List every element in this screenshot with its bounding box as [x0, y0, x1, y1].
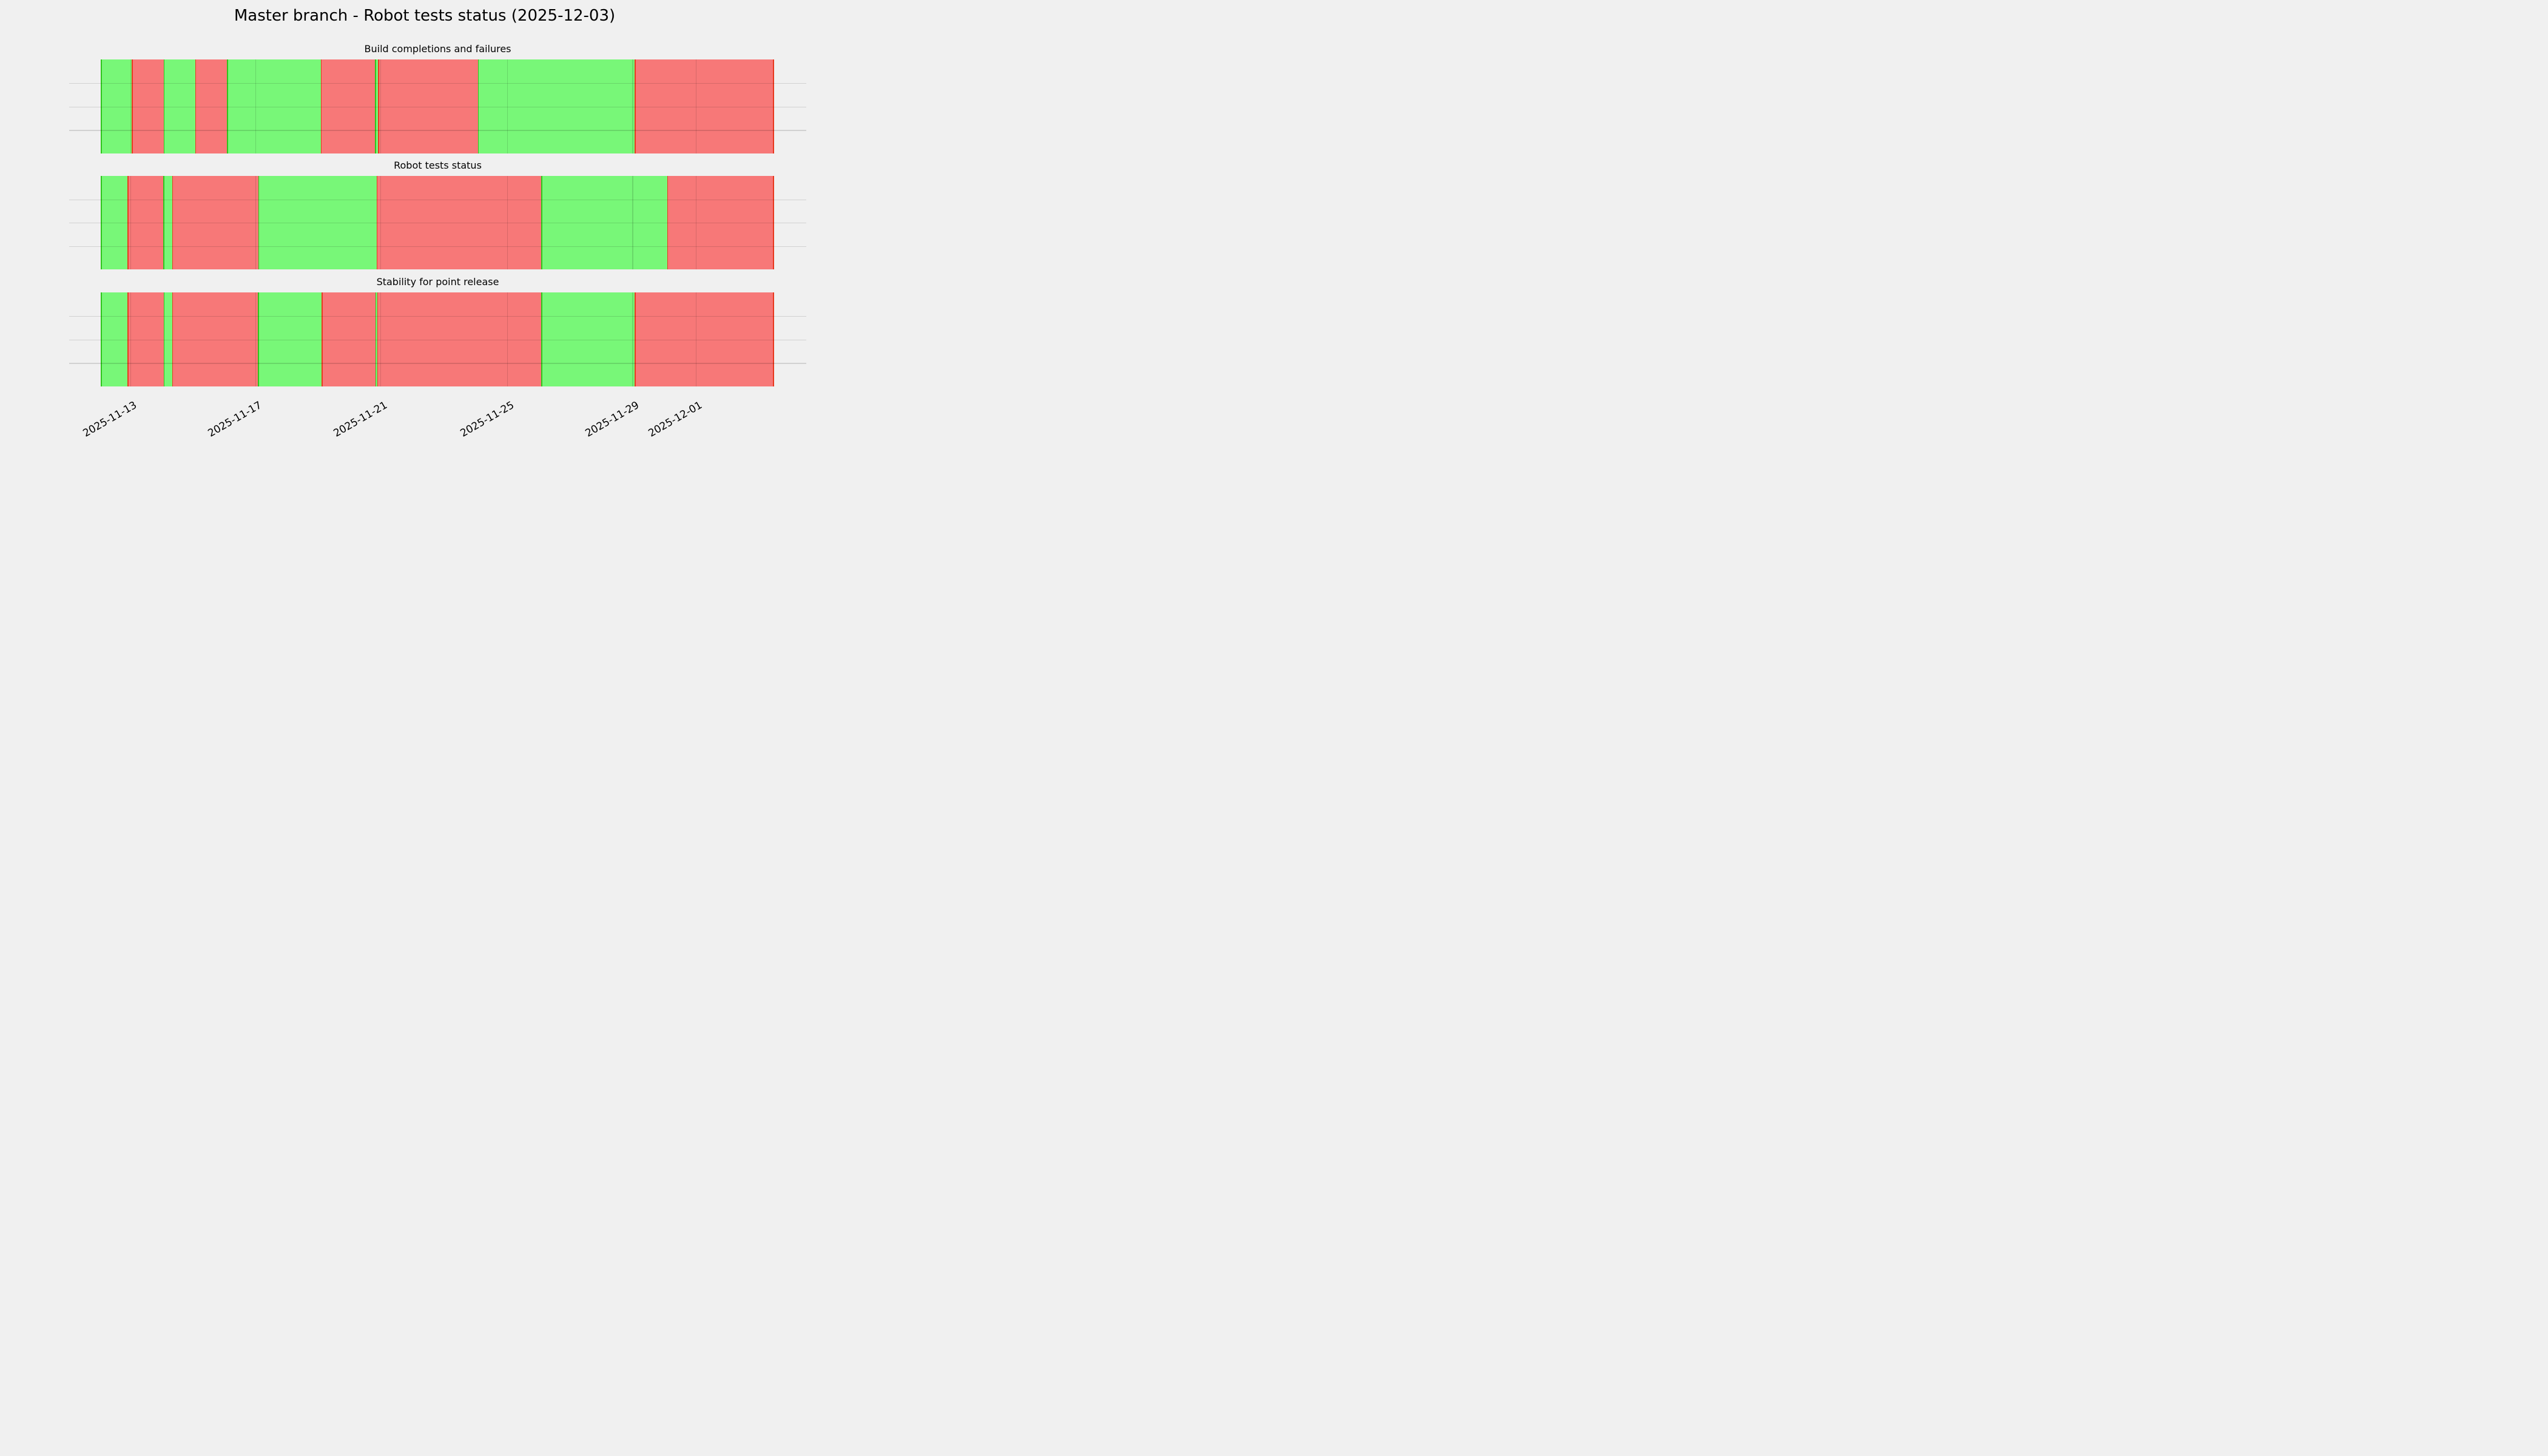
x-tick-label: 2025-11-13 — [81, 399, 140, 440]
x-tick-label: 2025-12-01 — [646, 399, 705, 440]
event-line — [195, 59, 197, 153]
status-band — [101, 59, 774, 153]
subplot-axes: Robot tests status — [69, 160, 806, 269]
x-tick-label: 2025-11-21 — [331, 399, 389, 440]
status-segment — [132, 59, 164, 153]
status-band — [101, 292, 774, 386]
status-segment — [377, 292, 542, 386]
status-segment — [227, 59, 322, 153]
event-line — [163, 176, 164, 269]
event-line — [320, 59, 322, 153]
gridline-v — [380, 292, 382, 386]
event-line — [541, 176, 542, 269]
event-line — [773, 292, 774, 386]
status-segment — [101, 176, 128, 269]
event-line — [541, 292, 542, 386]
event-line — [172, 292, 174, 386]
status-segment — [164, 176, 173, 269]
x-tick-label: 2025-11-17 — [206, 399, 265, 440]
subplot-axes: Stability for point release — [69, 276, 806, 386]
chart-subtitle: Stability for point release — [376, 276, 499, 288]
status-segment — [101, 59, 132, 153]
status-segment — [127, 292, 164, 386]
event-line — [377, 292, 379, 386]
event-line — [378, 59, 379, 153]
status-segment — [172, 176, 259, 269]
chart-subtitle: Build completions and failures — [364, 43, 511, 55]
gridline-v — [507, 176, 508, 269]
status-segment — [258, 176, 377, 269]
status-segment — [376, 292, 378, 386]
event-line — [227, 59, 228, 153]
status-segment — [667, 176, 774, 269]
status-band — [101, 176, 774, 269]
x-tick-label: 2025-11-29 — [583, 399, 641, 440]
event-line — [172, 176, 174, 269]
event-line — [258, 176, 260, 269]
event-line — [375, 59, 376, 153]
gridline-v — [255, 176, 257, 269]
event-line — [667, 176, 669, 269]
gridline-h — [69, 315, 806, 317]
event-line — [773, 59, 774, 153]
gridline-v — [130, 292, 131, 386]
status-segment — [377, 176, 542, 269]
chart-subtitle: Robot tests status — [394, 160, 482, 171]
gridline-v — [632, 176, 633, 269]
status-segment — [127, 176, 164, 269]
event-line — [477, 59, 479, 153]
status-segment — [258, 292, 322, 386]
status-segment — [101, 292, 128, 386]
status-segment — [322, 292, 376, 386]
status-segment — [375, 59, 379, 153]
gridline-h — [69, 246, 806, 247]
x-tick-label: 2025-11-25 — [458, 399, 516, 440]
status-segment — [541, 176, 668, 269]
gridline-v — [507, 59, 508, 153]
event-line — [773, 176, 774, 269]
gridline-v — [130, 176, 131, 269]
event-line — [127, 176, 129, 269]
gridline-v — [632, 59, 633, 153]
status-segment — [321, 59, 376, 153]
status-segment — [541, 292, 635, 386]
gridline-v — [380, 176, 382, 269]
gridline-v — [380, 59, 382, 153]
status-segment — [172, 292, 259, 386]
status-segment — [635, 59, 774, 153]
gridline-h — [69, 83, 806, 84]
status-segment — [379, 59, 479, 153]
gridline-v — [130, 59, 131, 153]
subplot-axes: Build completions and failures — [69, 43, 806, 153]
gridline-v — [255, 59, 257, 153]
status-segment — [635, 292, 774, 386]
status-segment — [478, 59, 635, 153]
gridline-v — [255, 292, 257, 386]
status-segment — [164, 292, 173, 386]
gridline-v — [632, 292, 633, 386]
status-segment — [164, 59, 196, 153]
gridline-v — [507, 292, 508, 386]
status-segment — [195, 59, 228, 153]
event-line — [127, 292, 129, 386]
chart-title: Master branch - Robot tests status (2025… — [234, 7, 616, 25]
